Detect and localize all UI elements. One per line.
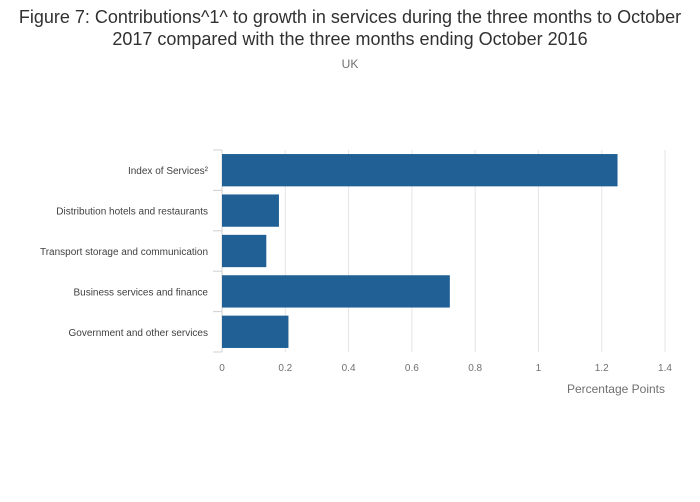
chart-subtitle: UK: [341, 57, 359, 71]
category-label: Index of Services²: [128, 166, 209, 177]
category-label: Distribution hotels and restaurants: [56, 207, 208, 218]
category-label: Government and other services: [68, 328, 208, 339]
x-tick-label: 1.4: [658, 363, 672, 374]
x-tick-label: 0.2: [278, 363, 292, 374]
bar: [222, 194, 279, 227]
x-tick-label: 1.2: [595, 363, 609, 374]
bar: [222, 315, 289, 348]
bar: [222, 154, 618, 187]
x-tick-label: 0.8: [468, 363, 482, 374]
x-tick-label: 0: [219, 363, 225, 374]
x-tick-label: 1: [536, 363, 542, 374]
category-label: Business services and finance: [73, 287, 208, 298]
chart-title: Figure 7: Contributions^1^ to growth in …: [18, 7, 682, 49]
category-label: Transport storage and communication: [40, 247, 208, 258]
x-tick-label: 0.4: [342, 363, 356, 374]
x-axis-title: Percentage Points: [567, 382, 665, 396]
x-tick-label: 0.6: [405, 363, 419, 374]
bar: [222, 275, 450, 308]
bar: [222, 234, 267, 268]
